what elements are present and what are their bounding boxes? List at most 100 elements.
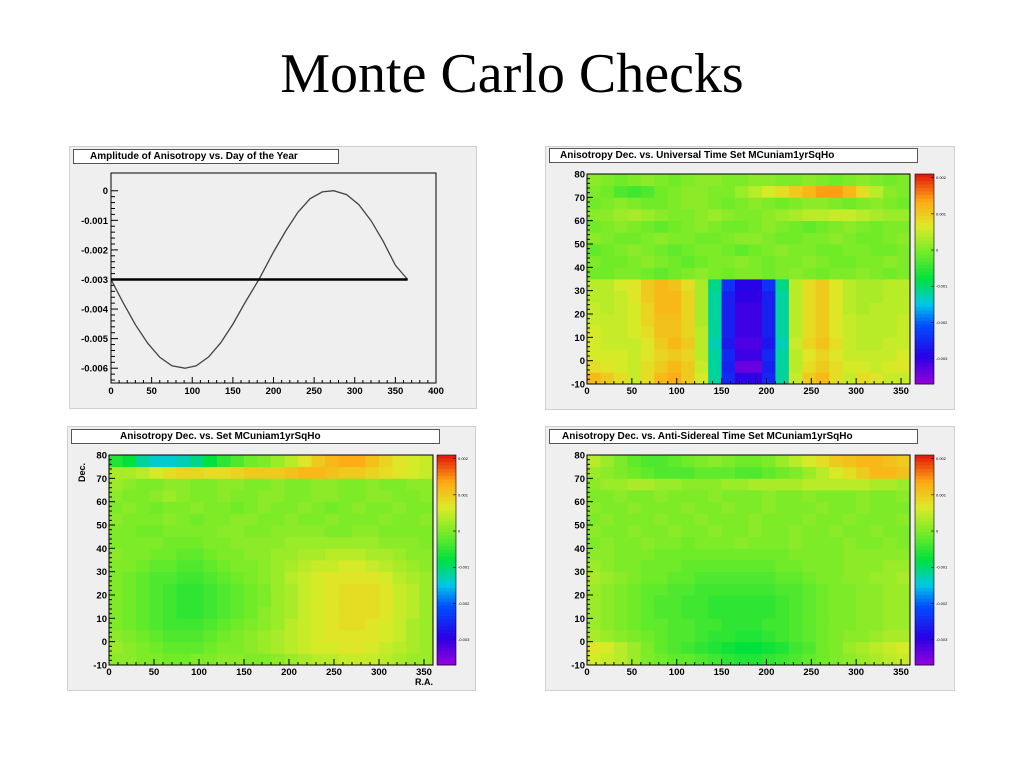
heatmap-cell	[311, 630, 326, 643]
heatmap-cell	[883, 174, 897, 187]
heatmap-cell	[721, 478, 736, 491]
heatmap-cell	[217, 583, 231, 596]
heatmap-cell	[230, 536, 245, 549]
heatmap-cell	[721, 490, 736, 503]
x-tick-label: 300	[848, 667, 864, 678]
heatmap-cell	[149, 478, 164, 491]
heatmap-cell	[681, 255, 696, 268]
heatmap-cell	[613, 325, 628, 338]
heatmap-cell	[856, 478, 871, 491]
colorbar-segment	[915, 352, 934, 357]
heatmap-cell	[392, 536, 407, 549]
colorbar-segment	[915, 300, 934, 304]
colorbar-segment	[915, 619, 934, 624]
heatmap-cell	[896, 325, 911, 338]
heatmap-cell	[869, 290, 884, 303]
heatmap-cell	[829, 372, 844, 385]
heatmap-cell	[640, 466, 655, 479]
colorbar-segment	[915, 349, 934, 353]
colorbar-segment	[915, 535, 934, 540]
heatmap-cell	[244, 618, 258, 631]
heatmap-cell	[352, 595, 366, 608]
y-tick-label: 50	[574, 521, 585, 532]
heatmap-cell	[149, 571, 164, 584]
heatmap-cell	[788, 455, 803, 468]
heatmap-cell	[613, 501, 628, 514]
heatmap-cell	[748, 606, 763, 619]
heatmap-cell	[352, 501, 366, 514]
colorbar-segment	[915, 377, 934, 381]
heatmap-cell	[298, 606, 312, 619]
heatmap-cell	[271, 571, 285, 584]
heatmap-cell	[325, 606, 339, 619]
heatmap-cell	[406, 478, 420, 491]
heatmap-cell	[365, 525, 380, 538]
colorbar-segment	[437, 574, 456, 578]
heatmap-cell	[163, 525, 177, 538]
heatmap-cell	[667, 290, 682, 303]
heatmap-cell	[600, 290, 615, 303]
heatmap-cell	[829, 595, 844, 608]
heatmap-cell	[761, 174, 776, 187]
heatmap-cell	[815, 548, 830, 561]
heatmap-cell	[587, 220, 601, 233]
y-tick-label: 50	[574, 240, 585, 251]
heatmap-cell	[284, 595, 299, 608]
heatmap-cell	[856, 455, 871, 468]
heatmap-cell	[708, 595, 722, 608]
heatmap-cell	[748, 360, 763, 373]
heatmap-cell	[149, 641, 164, 654]
heatmap-cell	[406, 630, 420, 643]
colorbar-segment	[915, 574, 934, 578]
heatmap-cell	[775, 209, 790, 222]
heatmap-cell	[735, 606, 749, 619]
heatmap-cell	[869, 513, 884, 526]
heatmap-cell	[203, 595, 218, 608]
chart-title: Anisotropy Dec. vs. Set MCuniam1yrSqHo	[71, 429, 440, 444]
heatmap-cell	[613, 197, 628, 210]
heatmap-cell	[627, 197, 642, 210]
colorbar-tick-label: -0.003	[936, 637, 948, 642]
heatmap-cell	[694, 290, 709, 303]
heatmap-cell	[735, 279, 749, 292]
heatmap-cell	[190, 513, 204, 526]
heatmap-cell	[761, 595, 776, 608]
heatmap-cell	[802, 560, 817, 573]
colorbar-segment	[915, 370, 934, 374]
heatmap-cell	[654, 337, 669, 350]
heatmap-cell	[775, 501, 790, 514]
heatmap-cell	[230, 583, 245, 596]
heatmap-cell	[190, 525, 204, 538]
heatmap-cell	[708, 302, 722, 315]
heatmap-cell	[748, 513, 763, 526]
heatmap-cell	[379, 618, 393, 631]
heatmap-cell	[587, 536, 601, 549]
heatmap-cell	[681, 583, 696, 596]
heatmap-cell	[802, 337, 817, 350]
heatmap-cell	[761, 337, 776, 350]
heatmap-cell	[365, 536, 380, 549]
heatmap-cell	[775, 185, 790, 198]
colorbar-segment	[915, 177, 934, 182]
heatmap-cell	[869, 220, 884, 233]
heatmap-cell	[325, 641, 339, 654]
colorbar-segment	[437, 472, 456, 477]
heatmap-cell	[721, 606, 736, 619]
heatmap-cell	[640, 232, 655, 245]
heatmap-cell	[654, 525, 669, 538]
heatmap-cell	[176, 525, 191, 538]
colorbar-tick-label: 0.002	[936, 456, 947, 461]
heatmap-cell	[217, 513, 231, 526]
heatmap-cell	[869, 641, 884, 654]
heatmap-cell	[761, 513, 776, 526]
colorbar-segment	[915, 328, 934, 332]
colorbar-segment	[437, 507, 456, 512]
heatmap-cell	[788, 314, 803, 327]
heatmap-cell	[640, 372, 655, 385]
heatmap-cell	[640, 571, 655, 584]
colorbar-segment	[437, 483, 456, 487]
heatmap-cell	[271, 455, 285, 468]
colorbar-segment	[915, 644, 934, 648]
heatmap-cell	[217, 548, 231, 561]
heatmap-cell	[217, 618, 231, 631]
